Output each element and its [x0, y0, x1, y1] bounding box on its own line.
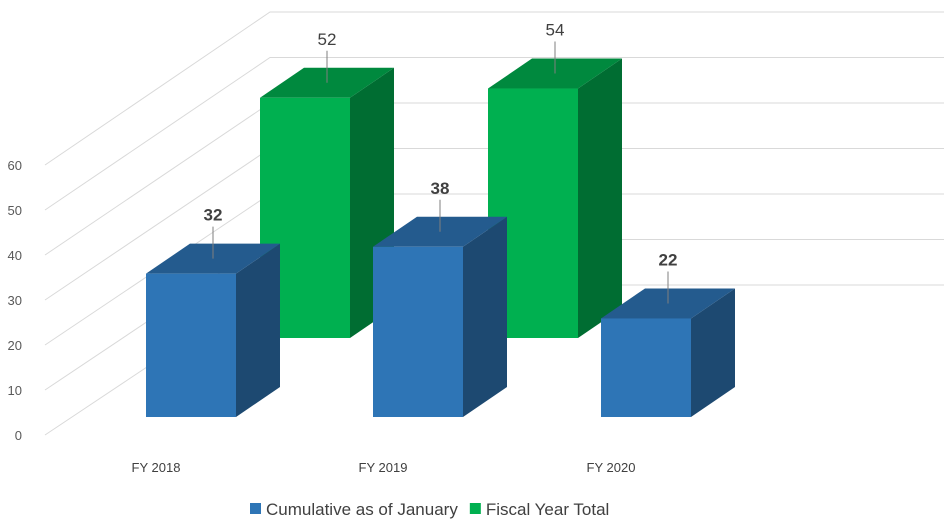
data-label: 22 [659, 250, 678, 269]
bar-cumulative-as-of-january [146, 243, 280, 417]
y-tick-label: 30 [8, 293, 22, 308]
legend-label: Fiscal Year Total [486, 500, 609, 519]
bar-cumulative-as-of-january [373, 216, 507, 417]
bar-fiscal-year-total [488, 58, 622, 339]
gridline [44, 11, 944, 166]
data-labels: 52 54 32 38 22 [204, 21, 678, 304]
legend: Cumulative as of January Fiscal Year Tota… [250, 500, 609, 519]
bar-front [373, 246, 463, 417]
bar-cumulative-as-of-january [601, 288, 735, 417]
bar-side [691, 288, 735, 417]
front-series-bars [146, 216, 735, 417]
legend-swatch [250, 503, 261, 514]
x-axis: FY 2018 FY 2019 FY 2020 [132, 460, 636, 475]
y-tick-label: 10 [8, 383, 22, 398]
x-tick-label: FY 2018 [132, 460, 181, 475]
y-tick-label: 0 [15, 428, 22, 443]
x-tick-label: FY 2020 [587, 460, 636, 475]
bar-side [578, 58, 622, 339]
data-label: 32 [204, 206, 223, 225]
y-tick-label: 60 [8, 158, 22, 173]
y-tick-label: 20 [8, 338, 22, 353]
bar-front [601, 318, 691, 417]
bar-side [236, 243, 280, 417]
y-tick-label: 50 [8, 203, 22, 218]
legend-swatch [469, 503, 481, 514]
y-axis: 0 10 20 30 40 50 60 [8, 158, 22, 443]
data-label: 54 [546, 21, 565, 40]
bar-front [146, 273, 236, 417]
y-tick-label: 40 [8, 248, 22, 263]
legend-label: Cumulative as of January [266, 500, 458, 519]
data-label: 38 [431, 179, 450, 198]
gridline [44, 57, 944, 211]
data-label: 52 [318, 30, 337, 49]
x-tick-label: FY 2019 [359, 460, 408, 475]
bar-side [463, 216, 507, 417]
